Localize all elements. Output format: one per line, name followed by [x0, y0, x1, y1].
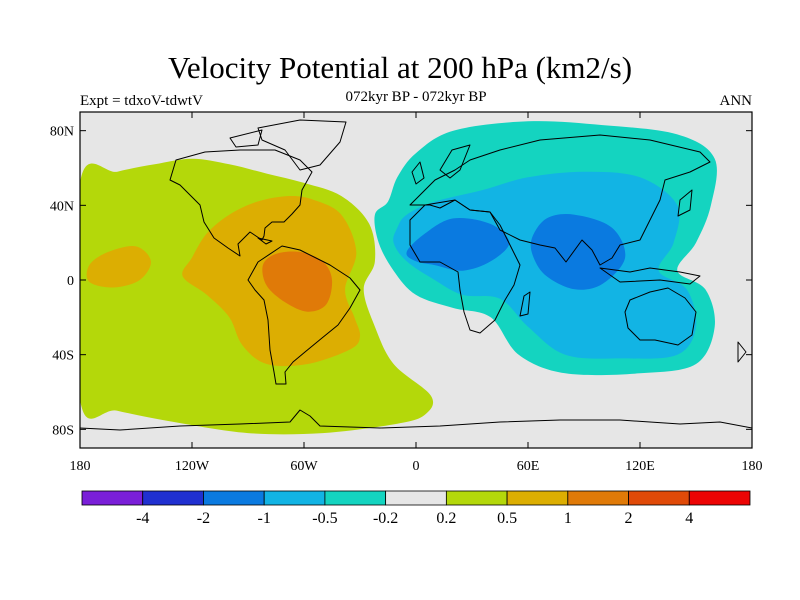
colorbar-label: -0.5 — [312, 510, 337, 527]
colorbar-swatch — [142, 490, 204, 506]
chart-title: Velocity Potential at 200 hPa (km2/s) — [167, 50, 633, 85]
x-tick-label: 60E — [517, 459, 540, 474]
coast-cuba — [257, 237, 273, 245]
x-tick-label: 120W — [175, 459, 210, 474]
colorbar-swatch — [324, 490, 387, 506]
y-tick-label: 0 — [67, 274, 74, 289]
coast-north-america — [169, 149, 313, 257]
coast-madagascar — [519, 291, 531, 317]
colorbar-label: -0.2 — [373, 510, 398, 527]
colorbar-swatch — [688, 490, 751, 506]
colorbar-swatch — [385, 490, 447, 506]
colorbar-swatch — [445, 490, 508, 506]
colorbar-swatch — [628, 490, 690, 506]
chart-subtitle: 072kyr BP - 072kyr BP — [345, 89, 487, 105]
colorbar-swatch — [506, 490, 569, 506]
field-region-3 — [262, 251, 333, 312]
colorbar-label: 1 — [564, 510, 572, 527]
y-tick-label: 40N — [50, 199, 74, 214]
field-region-7 — [530, 214, 626, 290]
y-tick-label: 80S — [52, 423, 74, 438]
velocity-potential-field — [80, 121, 717, 435]
coast-scandinavia — [439, 144, 471, 179]
x-tick-label: 180 — [742, 459, 763, 474]
colorbar-label: -2 — [197, 510, 210, 527]
colorbar-label: 4 — [685, 510, 693, 527]
coast-new-zealand — [737, 341, 747, 363]
x-tick-label: 180 — [70, 459, 91, 474]
field-region-6 — [406, 217, 510, 271]
coast-japan — [677, 189, 693, 217]
colorbar: -4 -2 -1 -0.5 -0.2 0.2 0.5 1 2 4 — [81, 490, 751, 527]
colorbar-swatch — [567, 490, 629, 506]
x-tick-label: 60W — [290, 459, 318, 474]
y-tick-label: 80N — [50, 125, 74, 140]
season-label: ANN — [719, 93, 753, 109]
y-tick-label: 40S — [52, 349, 74, 364]
coast-uk — [411, 161, 425, 185]
colorbar-label: 2 — [625, 510, 633, 527]
coast-indonesia — [599, 267, 701, 285]
coast-greenland — [257, 119, 347, 171]
experiment-label: Expt = tdxoV-tdwtV — [80, 93, 203, 109]
colorbar-swatch — [263, 490, 326, 506]
axis-ticks: 180 120W 60W 0 60E 120E 180 80N 40N 0 40S 80S — [50, 112, 763, 474]
colorbar-label: -1 — [258, 510, 271, 527]
coast-arctic-islands — [229, 129, 263, 148]
coastlines — [80, 119, 752, 431]
coast-antarctica — [80, 409, 752, 431]
x-tick-label: 0 — [413, 459, 420, 474]
colorbar-label: 0.5 — [497, 510, 517, 527]
coast-eurasia — [409, 134, 711, 266]
colorbar-swatch — [81, 490, 144, 506]
colorbar-label: -4 — [136, 510, 149, 527]
colorbar-label: 0.2 — [436, 510, 456, 527]
field-region-2 — [86, 246, 151, 288]
coast-australia — [624, 287, 697, 346]
colorbar-swatch — [203, 490, 265, 506]
coast-south-america — [247, 245, 361, 385]
x-tick-label: 120E — [625, 459, 655, 474]
